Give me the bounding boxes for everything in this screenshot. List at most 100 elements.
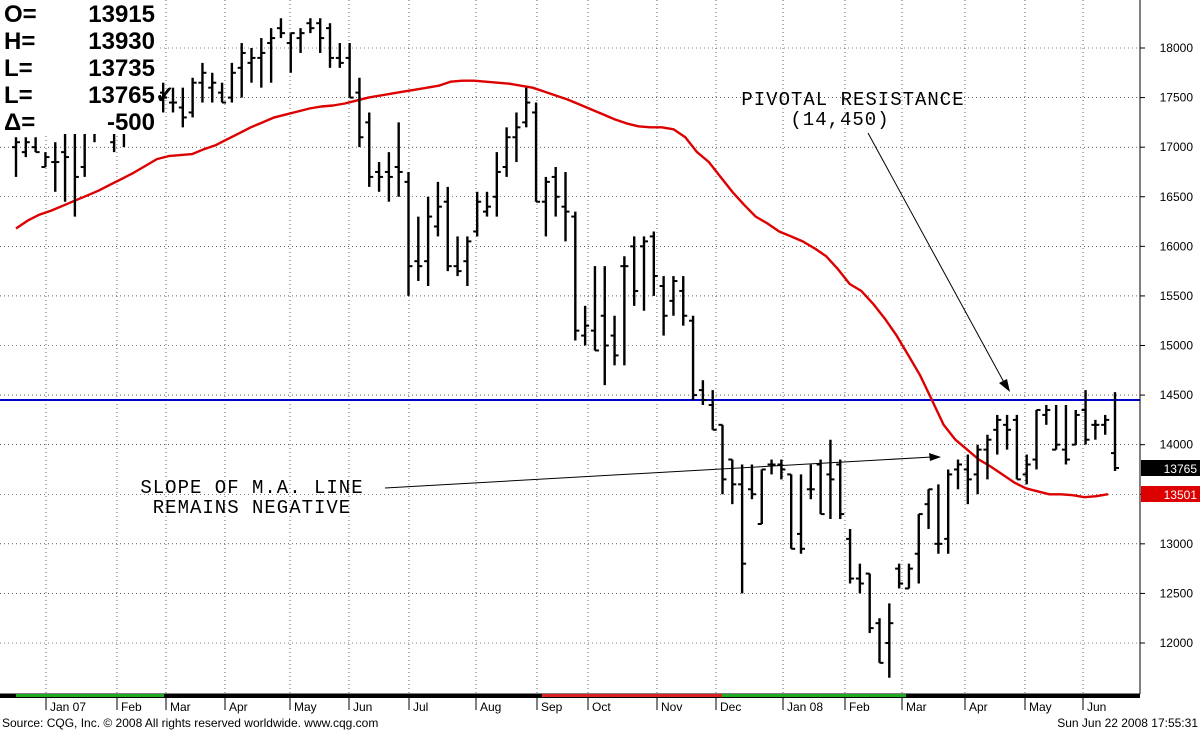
price-bar bbox=[571, 211, 580, 341]
price-bar bbox=[865, 572, 874, 634]
moving-average-badge-text: 13501 bbox=[1164, 488, 1198, 502]
moving-average-badge: 13501 bbox=[1141, 486, 1200, 502]
price-bar bbox=[640, 236, 648, 311]
price-bar bbox=[375, 162, 384, 192]
time-tick-label: Mar bbox=[906, 700, 927, 714]
price-bar bbox=[51, 142, 60, 192]
price-bar bbox=[61, 122, 70, 202]
price-bar bbox=[885, 603, 894, 678]
price-bar bbox=[316, 18, 325, 53]
price-bar bbox=[1061, 405, 1070, 465]
price-bar bbox=[590, 266, 599, 352]
price-bar bbox=[649, 231, 658, 296]
time-tick-label: Jan 07 bbox=[50, 700, 86, 714]
timeline-green-segment bbox=[722, 694, 906, 697]
price-bar bbox=[1111, 392, 1119, 471]
last-value: 13765✓ bbox=[88, 82, 175, 109]
pivotal-resistance-arrow bbox=[867, 132, 1007, 387]
pivotal-resistance-label: PIVOTAL RESISTANCE bbox=[741, 89, 964, 111]
time-tick-label: Jun bbox=[1087, 700, 1106, 714]
price-bar bbox=[541, 176, 550, 237]
time-tick-label: Aug bbox=[480, 700, 501, 714]
price-bar bbox=[610, 315, 619, 366]
price-bar bbox=[738, 464, 747, 594]
price-bar bbox=[218, 82, 227, 104]
price-bar bbox=[41, 152, 50, 168]
ohlc-readout-bg bbox=[0, 0, 160, 134]
price-bar bbox=[365, 112, 374, 187]
time-tick-label: Jan 08 bbox=[787, 700, 823, 714]
price-bar bbox=[757, 468, 766, 525]
price-bar bbox=[433, 181, 442, 237]
time-tick-label: Jul bbox=[413, 700, 428, 714]
price-bar bbox=[355, 77, 364, 148]
price-bar bbox=[1052, 405, 1061, 451]
moving-average-line bbox=[15, 79, 1109, 499]
time-tick-label: Jun bbox=[353, 700, 372, 714]
time-tick-label: Apr bbox=[969, 700, 988, 714]
moving-average-layer bbox=[15, 79, 1109, 499]
price-bar bbox=[914, 513, 923, 584]
price-bar bbox=[1003, 414, 1012, 450]
price-tick-label: 15500 bbox=[1160, 289, 1194, 303]
price-bar bbox=[806, 464, 815, 500]
time-tick-label: Apr bbox=[229, 700, 248, 714]
price-bar bbox=[532, 102, 541, 203]
time-tick-label: Mar bbox=[170, 700, 191, 714]
open-value: 13915 bbox=[88, 1, 155, 28]
price-bar bbox=[276, 18, 285, 39]
price-bar bbox=[728, 458, 737, 505]
price-bar bbox=[208, 72, 217, 103]
price-bar bbox=[1101, 414, 1110, 435]
price-bars bbox=[12, 18, 1119, 678]
price-bar bbox=[522, 87, 531, 128]
price-bar bbox=[777, 459, 786, 480]
time-tick-label: Feb bbox=[849, 700, 870, 714]
price-bar bbox=[669, 276, 678, 316]
price-bar bbox=[581, 305, 590, 346]
slope-arrowhead bbox=[929, 453, 941, 461]
price-bar bbox=[1081, 390, 1090, 445]
price-bar bbox=[492, 152, 501, 217]
price-bar bbox=[247, 48, 256, 83]
price-bar bbox=[169, 87, 177, 113]
price-bar bbox=[836, 459, 845, 520]
price-bar bbox=[237, 43, 246, 98]
last-price-badge: 13765 bbox=[1141, 460, 1200, 476]
price-bar bbox=[326, 23, 334, 68]
price-bar bbox=[394, 122, 403, 197]
price-bar bbox=[1091, 419, 1100, 440]
time-tick-label: Sep bbox=[541, 700, 563, 714]
change-value: -500 bbox=[107, 109, 155, 136]
ohlc-readout: O= 13915 H= 13930 L= 13735 L= 13765✓ Δ= … bbox=[0, 0, 175, 136]
timeline-green-segment bbox=[16, 694, 164, 697]
price-bar bbox=[904, 563, 913, 590]
price-bar bbox=[797, 474, 805, 554]
price-bar bbox=[895, 563, 904, 589]
price-bar bbox=[983, 434, 992, 480]
price-bar bbox=[846, 528, 855, 584]
price-bar bbox=[963, 454, 972, 505]
time-tick-label: Feb bbox=[121, 700, 142, 714]
price-bar bbox=[551, 167, 560, 217]
price-bar bbox=[561, 171, 570, 242]
high-value: 13930 bbox=[88, 28, 155, 55]
price-bar bbox=[767, 459, 776, 475]
price-bar bbox=[335, 43, 344, 68]
price-bar bbox=[600, 266, 609, 386]
price-bar bbox=[659, 276, 668, 336]
time-tick-label: Dec bbox=[720, 700, 741, 714]
price-tick-label: 17000 bbox=[1160, 140, 1194, 154]
open-label: O= bbox=[4, 1, 37, 28]
price-bar bbox=[973, 444, 982, 495]
price-bar bbox=[1032, 408, 1041, 470]
price-tick-label: 16500 bbox=[1160, 190, 1194, 204]
price-tick-label: 12000 bbox=[1160, 636, 1194, 650]
price-bar bbox=[483, 191, 491, 217]
price-bar bbox=[267, 28, 276, 83]
price-bar bbox=[384, 152, 393, 202]
price-tick-label: 18000 bbox=[1160, 41, 1194, 55]
price-bar bbox=[698, 380, 707, 405]
time-axis-ticks: Jan 07 Feb Mar Apr May Jun Jul Aug Sep Oct Nov Dec J… bbox=[45, 694, 1106, 714]
